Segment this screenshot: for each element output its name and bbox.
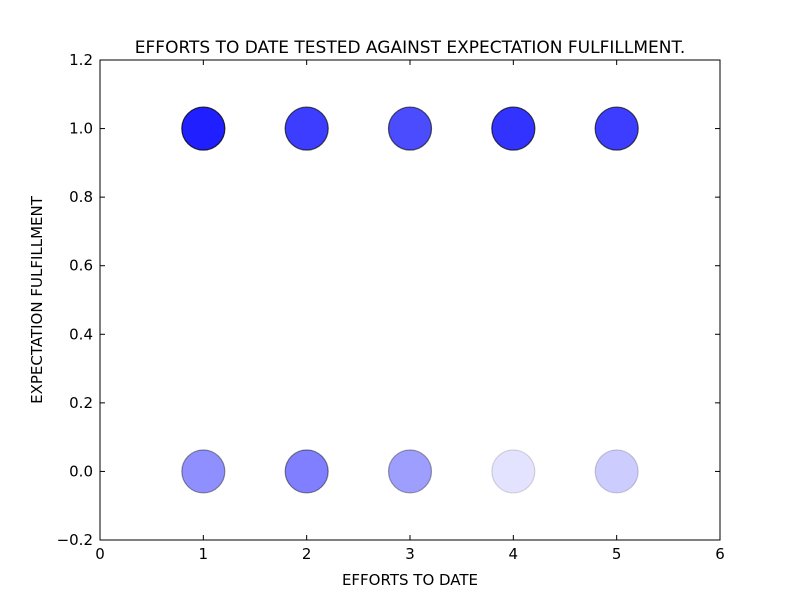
chart-title: EFFORTS TO DATE TESTED AGAINST EXPECTATI… bbox=[135, 38, 685, 58]
data-point bbox=[181, 106, 226, 151]
data-point bbox=[387, 449, 433, 494]
data-point bbox=[284, 106, 329, 151]
y-tick-label: 0.4 bbox=[69, 325, 93, 343]
data-point bbox=[491, 449, 536, 494]
x-tick-label: 3 bbox=[405, 545, 415, 563]
data-points bbox=[181, 106, 639, 494]
y-tick-label: 1.0 bbox=[69, 120, 93, 138]
y-axis-label: EXPECTATION FULFILLMENT bbox=[28, 195, 46, 404]
y-tick-label: 0.6 bbox=[69, 257, 93, 275]
x-tick-label: 4 bbox=[509, 545, 519, 563]
y-tick-label: 0.2 bbox=[69, 394, 93, 412]
y-tick-label: 0.8 bbox=[69, 188, 93, 206]
x-axis-label: EFFORTS TO DATE bbox=[342, 571, 478, 589]
y-tick-label: 0.0 bbox=[69, 462, 93, 480]
data-point bbox=[594, 449, 639, 494]
y-tick-label: 1.2 bbox=[69, 51, 93, 69]
x-tick-label: 1 bbox=[199, 545, 209, 563]
y-tick-label: −0.2 bbox=[57, 531, 93, 549]
x-tick-label: 5 bbox=[612, 545, 622, 563]
x-tick-label: 0 bbox=[95, 545, 105, 563]
plot-frame bbox=[99, 59, 721, 541]
data-point bbox=[387, 106, 433, 151]
data-point bbox=[284, 449, 329, 494]
x-tick-label: 6 bbox=[715, 545, 725, 563]
data-point bbox=[181, 449, 226, 494]
axis-ticks: 0 1 2 3 4 5 6 −0.2 0.0 0.2 0.4 0.6 0.8 1.0 1.2 bbox=[57, 51, 725, 563]
data-point bbox=[491, 106, 536, 151]
data-point bbox=[594, 106, 639, 151]
x-tick-label: 2 bbox=[302, 545, 312, 563]
